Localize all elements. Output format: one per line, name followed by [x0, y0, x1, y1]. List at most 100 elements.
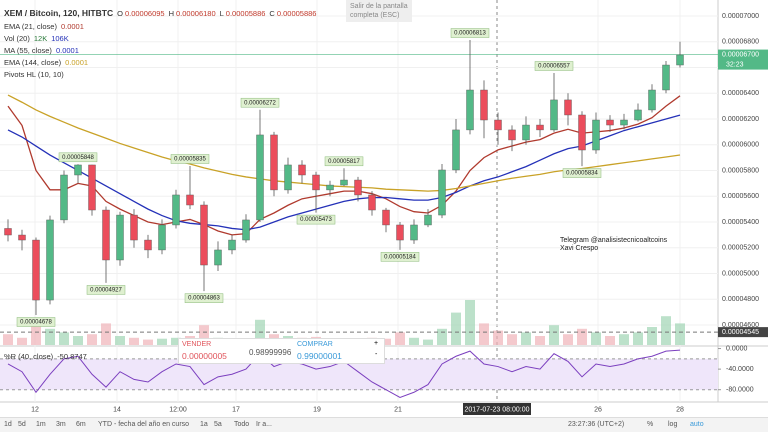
pivot-label-bg	[86, 285, 126, 295]
toolbar-button[interactable]: YTD - fecha del año en curso	[98, 421, 190, 428]
volume-bar	[563, 334, 573, 345]
legend-pivots: Pivots HL (10, 10)	[4, 70, 68, 79]
legend-wr: %R (40, close) -50.8747	[4, 352, 91, 361]
candle-body	[46, 219, 54, 301]
candle-body	[312, 174, 320, 191]
volume-bar	[409, 337, 419, 345]
pivot-label-bg	[58, 152, 98, 163]
toolbar-button[interactable]: 1d	[4, 421, 12, 428]
toolbar-toggle[interactable]: %	[647, 421, 654, 428]
x-tick-label: 28	[676, 406, 684, 413]
ohlc-key: C	[269, 9, 275, 18]
ma-line	[7, 95, 681, 236]
volume-bar	[143, 339, 153, 345]
candle-body	[620, 119, 628, 126]
pivot-label: 0.00006557	[538, 64, 570, 70]
y-tick-label: 0.00004800	[722, 296, 759, 303]
candle-body	[172, 194, 180, 226]
pivot-label: 0.00004863	[188, 296, 220, 302]
watermark: Telegram @analisistecnicoaltcoins Xavi Cr…	[560, 237, 667, 253]
ohlc-value: 0.00005886	[276, 9, 317, 18]
toolbar-toggle[interactable]: log	[668, 421, 678, 428]
volume-bar	[465, 300, 475, 345]
legend-value: 0.0001	[65, 58, 89, 67]
candle-body	[116, 214, 124, 261]
ohlc-value: 0.00005886	[225, 9, 266, 18]
y2-tick-label: -80.0000	[726, 387, 754, 394]
volume-bar	[129, 337, 139, 345]
pivot-label-bg	[296, 214, 336, 225]
legend-name: Vol (20)	[4, 34, 30, 43]
plus-button[interactable]: +	[374, 340, 379, 347]
volume-bar	[73, 336, 83, 345]
candle-body	[564, 99, 572, 116]
volume-bar	[661, 316, 671, 345]
volume-bar	[59, 332, 69, 345]
candle-body	[494, 119, 502, 131]
candle-body	[648, 89, 656, 111]
volume-bar	[493, 330, 503, 345]
pivot-label-bg	[380, 252, 420, 262]
pivot-label: 0.00005834	[566, 171, 598, 177]
candle-body	[228, 239, 236, 251]
candle-body	[452, 129, 460, 171]
volume-bar	[87, 334, 97, 345]
candle-body	[662, 64, 670, 91]
buy-label[interactable]: COMPRAR	[297, 341, 333, 348]
legend-name: EMA (144, close)	[4, 58, 62, 67]
legend-value: 0.0001	[55, 46, 79, 55]
candle-body	[88, 164, 96, 211]
volume-bar	[31, 318, 41, 345]
minus-button[interactable]: -	[375, 351, 378, 358]
volume-bar	[507, 334, 517, 345]
legend-main: XEM / Bitcoin, 120, HITBTC O 0.00006095 H 0.…	[4, 8, 324, 18]
candle-body	[410, 224, 418, 241]
toolbar-button[interactable]: Ir a...	[256, 421, 272, 428]
volume-bar	[535, 336, 545, 345]
candle-body	[592, 119, 600, 151]
candle-body	[578, 114, 586, 151]
toolbar: 1d 5d 1m 3m 6m YTD - fecha del año en curso 1a…	[0, 417, 768, 432]
volume-bar	[381, 338, 391, 345]
volume-bar	[647, 327, 657, 345]
candle-body	[74, 164, 82, 176]
pivot-label: 0.00005473	[300, 217, 332, 223]
toolbar-button[interactable]: Todo	[234, 421, 250, 428]
toolbar-button[interactable]: 1m	[36, 421, 46, 428]
toolbar-toggle[interactable]: auto	[690, 421, 704, 428]
volume-bar	[157, 338, 167, 345]
candle-body	[186, 194, 194, 206]
pivot-label-bg	[450, 28, 490, 38]
x-tick-label: 26	[594, 406, 602, 413]
candle-body	[382, 209, 390, 226]
x-tick-label: 19	[313, 406, 321, 413]
toolbar-button[interactable]: 5d	[18, 421, 26, 428]
y2-tick-label: 0.0000	[726, 345, 748, 352]
pivot-label: 0.00004678	[20, 320, 52, 326]
tooltip-line: Salir de la pantalla	[350, 3, 408, 10]
toolbar-button[interactable]: 1a	[200, 421, 208, 428]
toolbar-button[interactable]: 3m	[56, 421, 66, 428]
volume-bar	[3, 334, 13, 345]
volume-bar	[521, 332, 531, 345]
toolbar-button[interactable]: 5a	[214, 421, 222, 428]
candle-body	[284, 164, 292, 191]
ohlc: O 0.00006095 H 0.00006180 L 0.00005886 C 0.0000…	[117, 9, 320, 18]
sell-price[interactable]: 0.00000005	[182, 351, 227, 361]
candle-body	[522, 124, 530, 141]
x-tick-label: 12	[31, 406, 39, 413]
toolbar-button[interactable]: 6m	[76, 421, 86, 428]
candle-body	[60, 174, 68, 221]
clock: 23:27:36 (UTC+2)	[568, 421, 625, 428]
pivot-label: 0.00005835	[174, 157, 206, 163]
pivot-label: 0.00006813	[454, 31, 486, 37]
legend-ema21: EMA (21, close) 0.0001	[4, 22, 88, 31]
pivot-label-bg	[184, 293, 224, 303]
buy-price[interactable]: 0.99000001	[297, 351, 342, 361]
y-tick-label: 0.00005600	[722, 193, 759, 200]
y-tick-label: 0.00004600	[722, 322, 759, 329]
volume-bar	[437, 328, 447, 345]
volume-bar	[549, 325, 559, 345]
sell-label[interactable]: VENDER	[182, 341, 212, 348]
